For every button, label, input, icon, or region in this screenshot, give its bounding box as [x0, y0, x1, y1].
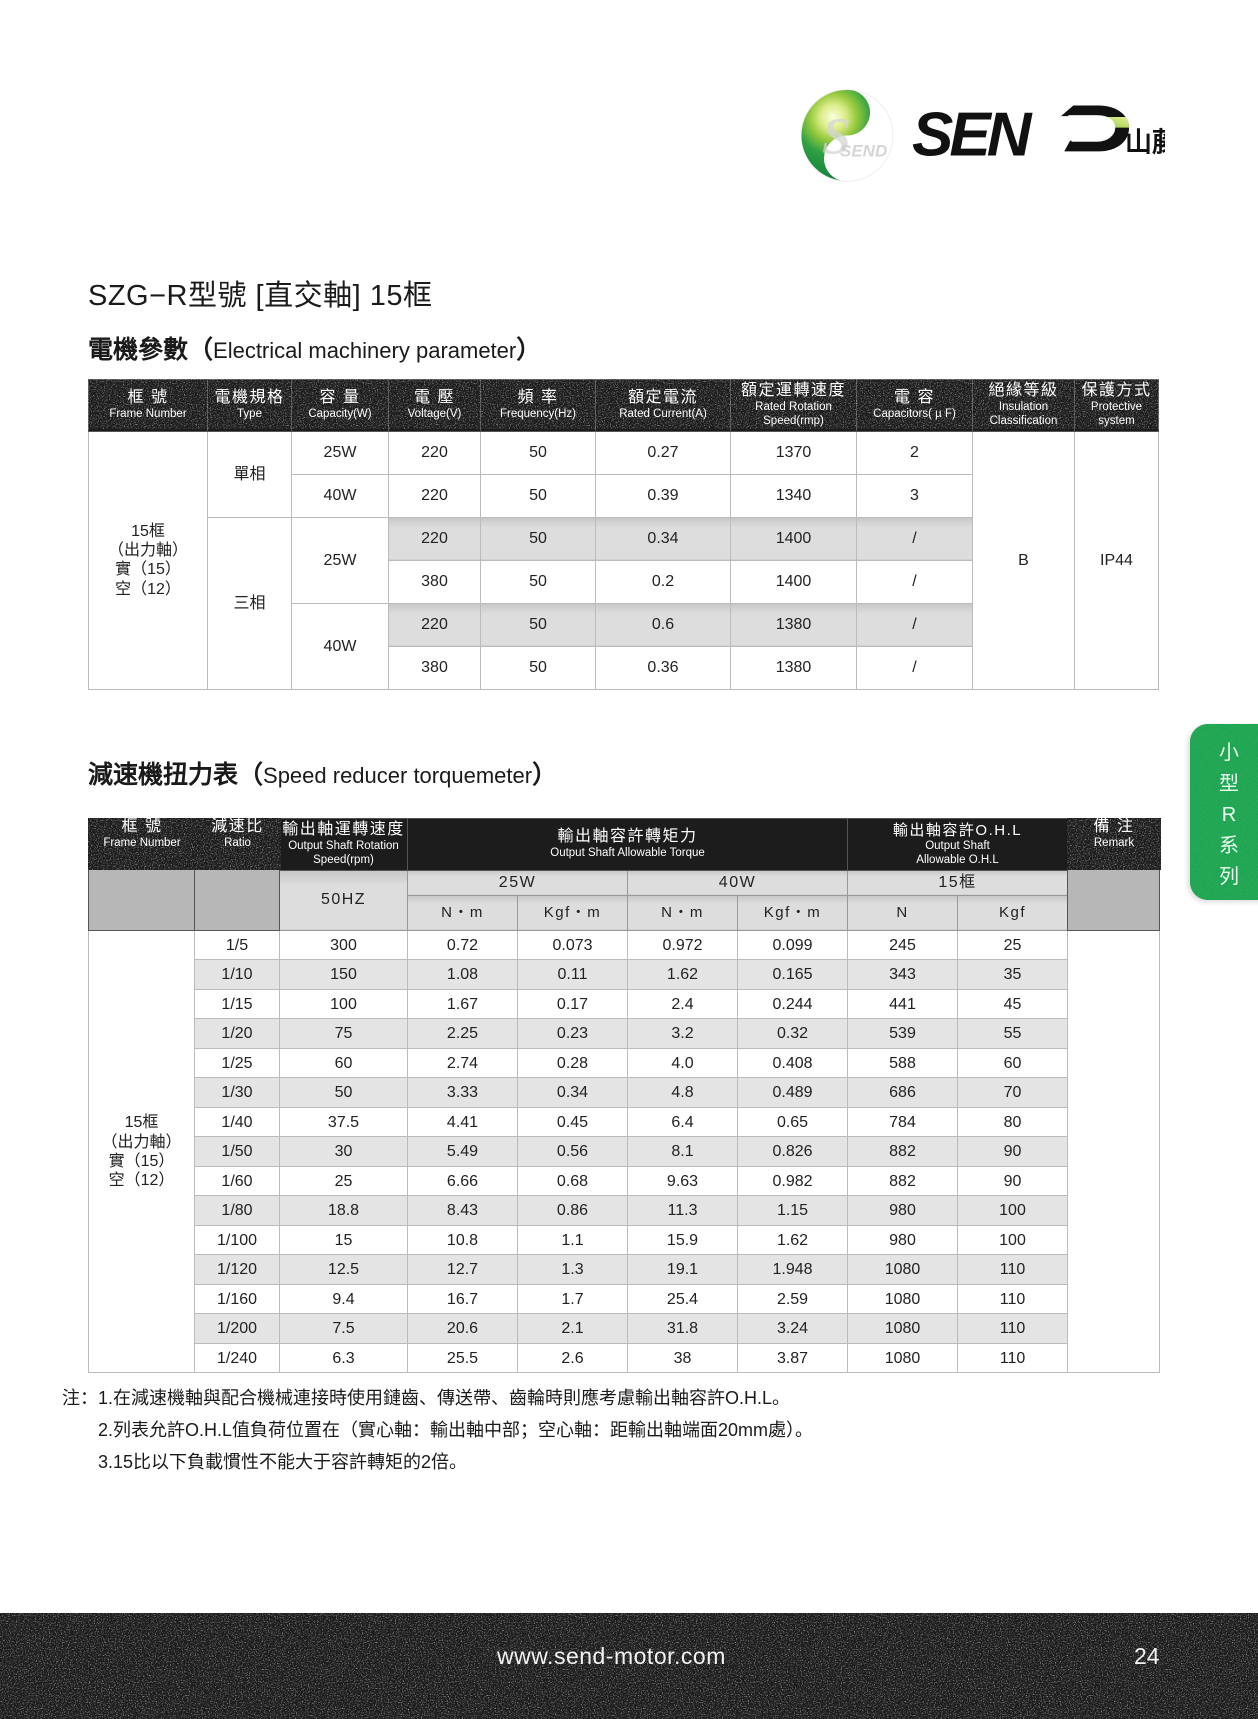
- svg-text:SEND: SEND: [840, 142, 887, 161]
- svg-text:藤: 藤: [1152, 128, 1165, 158]
- svg-text:山: 山: [1125, 128, 1152, 158]
- svg-text:SEN: SEN: [912, 101, 1033, 170]
